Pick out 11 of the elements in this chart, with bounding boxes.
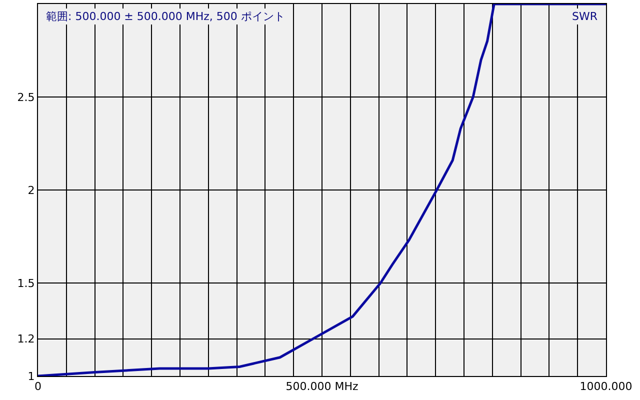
y-tick-label: 1.2 xyxy=(17,332,35,346)
x-tick-label: 500.000 MHz xyxy=(286,380,358,394)
annotation: 範囲: 500.000 ± 500.000 MHz, 500 ポイント xyxy=(46,10,285,23)
y-tick-label: 2 xyxy=(28,184,35,197)
line-series xyxy=(38,4,606,376)
y-tick-label: 1 xyxy=(28,370,35,383)
annotation: SWR xyxy=(572,10,598,23)
x-tick-label: 1000.000 xyxy=(580,380,632,394)
x-tick-label: 0 xyxy=(34,380,42,394)
y-tick-label: 1.5 xyxy=(17,276,35,290)
y-tick-label: 2.5 xyxy=(17,90,35,104)
